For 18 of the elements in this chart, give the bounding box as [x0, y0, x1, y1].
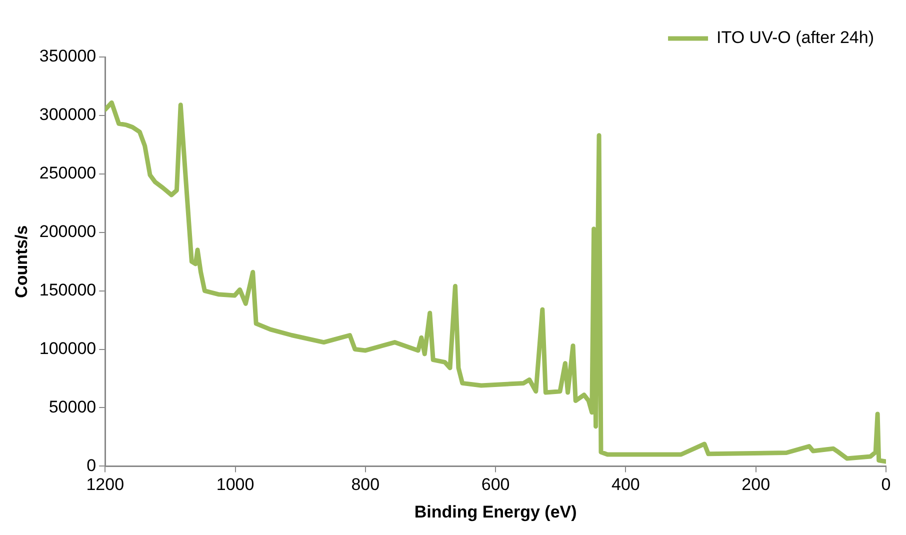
- y-tick-label: 150000: [39, 280, 96, 300]
- x-tick-label: 600: [481, 475, 510, 494]
- y-tick-label: 200000: [39, 222, 96, 242]
- y-tick-label: 250000: [39, 164, 96, 183]
- y-axis-title: Counts/s: [12, 225, 31, 298]
- legend-label: ITO UV-O (after 24h): [716, 28, 874, 48]
- x-tick-label: 1200: [86, 475, 124, 494]
- y-tick-label: 100000: [39, 338, 96, 358]
- x-tick-label: 800: [351, 475, 380, 494]
- y-tick-label: 0: [86, 456, 96, 475]
- x-tick-label: 200: [742, 475, 770, 494]
- y-tick-label: 50000: [48, 397, 96, 416]
- y-tick-label: 300000: [39, 105, 96, 124]
- y-tick-label: 350000: [39, 46, 96, 66]
- x-tick-label: 400: [612, 475, 640, 494]
- x-tick-label: 1000: [216, 475, 254, 494]
- x-tick-label: 0: [881, 475, 891, 494]
- x-axis-title: Binding Energy (eV): [414, 502, 577, 522]
